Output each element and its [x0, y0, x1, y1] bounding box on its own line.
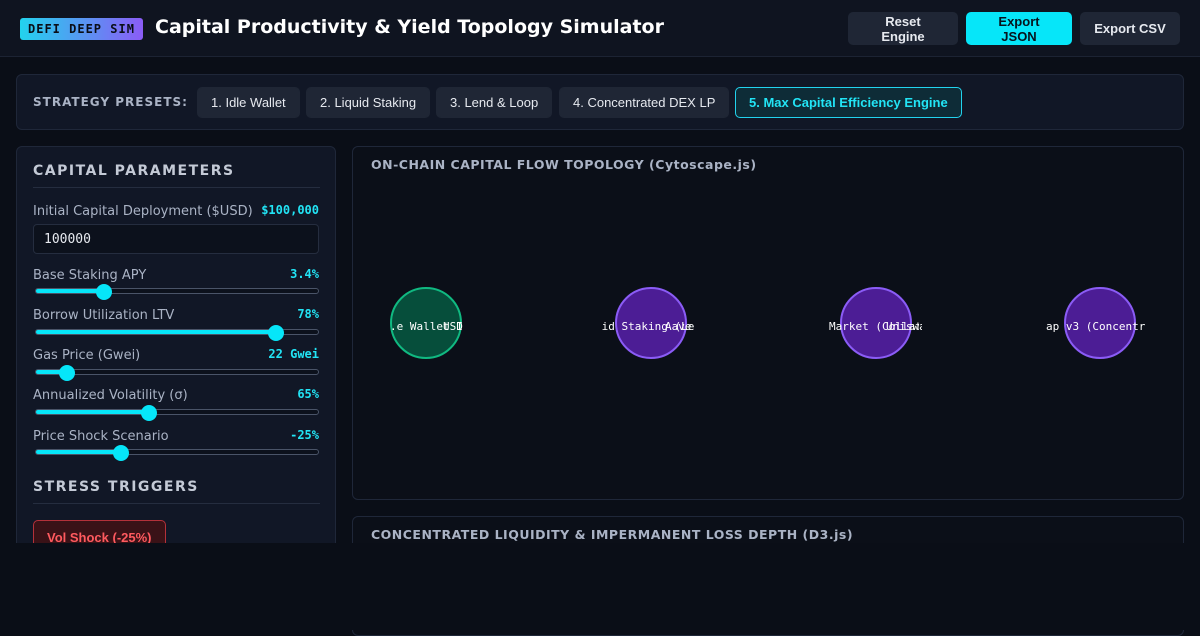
node-label-overlap: Aave [665, 320, 709, 334]
price-shock-slider[interactable] [35, 445, 319, 461]
slider-thumb[interactable] [59, 365, 76, 381]
node-label-text: .e Wallet Idl [390, 320, 462, 333]
price-shock-value: -25% [290, 428, 319, 442]
viewport-cutoff [0, 543, 1200, 630]
price-shock-label: Price Shock Scenario [33, 429, 169, 444]
borrow-ltv-value: 78% [297, 307, 319, 321]
staking-apy-label: Base Staking APY [33, 268, 147, 283]
export-json-button[interactable]: Export JSON [966, 12, 1072, 45]
preset-lend-loop[interactable]: 3. Lend & Loop [436, 87, 553, 118]
topology-node-staking[interactable] [615, 287, 687, 359]
gas-price-label: Gas Price (Gwei) [33, 348, 141, 363]
brand-badge: DEFI DEEP SIM [20, 18, 143, 40]
export-csv-button[interactable]: Export CSV [1080, 12, 1180, 45]
staking-apy-slider[interactable] [35, 284, 319, 300]
preset-idle-wallet[interactable]: 1. Idle Wallet [197, 87, 300, 118]
preset-max-capital-efficiency[interactable]: 5. Max Capital Efficiency Engine [735, 87, 962, 118]
slider-thumb[interactable] [112, 445, 129, 461]
volatility-label: Annualized Volatility (σ) [33, 388, 188, 403]
node-label-text: ap v3 (Concentr [1046, 320, 1146, 333]
gas-price-slider[interactable] [35, 365, 319, 381]
stress-triggers-title: STRESS TRIGGERS [33, 479, 199, 495]
slider-thumb[interactable] [95, 284, 112, 300]
capital-parameters-title: CAPITAL PARAMETERS [33, 163, 235, 179]
preset-liquid-staking[interactable]: 2. Liquid Staking [306, 87, 431, 118]
topology-node-uniswap[interactable] [1064, 287, 1136, 359]
section-divider [33, 503, 320, 504]
node-label-staking: id Staking (Le [593, 320, 703, 334]
app-header: DEFI DEEP SIM Capital Productivity & Yie… [0, 0, 1200, 57]
capital-input[interactable] [33, 224, 319, 254]
borrow-ltv-label: Borrow Utilization LTV [33, 308, 175, 323]
topology-title: ON-CHAIN CAPITAL FLOW TOPOLOGY (Cytoscap… [371, 157, 757, 172]
slider-fill [36, 370, 68, 374]
capital-flow-topology-panel: ON-CHAIN CAPITAL FLOW TOPOLOGY (Cytoscap… [352, 146, 1184, 500]
topology-node-market[interactable] [840, 287, 912, 359]
capital-value: $100,000 [261, 203, 319, 217]
strategy-presets-bar: STRATEGY PRESETS: 1. Idle Wallet 2. Liqu… [16, 74, 1184, 130]
node-label-uniswap: ap v3 (Concentr [1046, 320, 1154, 334]
gas-price-value: 22 Gwei [268, 347, 319, 361]
slider-fill [36, 330, 276, 334]
node-label-wallet: .e Wallet Idl [390, 320, 462, 334]
volatility-slider[interactable] [35, 405, 319, 421]
app-title: Capital Productivity & Yield Topology Si… [155, 16, 664, 38]
topology-node-wallet[interactable] [390, 287, 462, 359]
slider-fill [36, 450, 121, 454]
reset-engine-button[interactable]: Reset Engine [848, 12, 958, 45]
node-label-text: Market (Collat [829, 320, 919, 333]
slider-fill [36, 289, 104, 293]
borrow-ltv-slider[interactable] [35, 325, 319, 341]
liquidity-title: CONCENTRATED LIQUIDITY & IMPERMANENT LOS… [371, 527, 854, 542]
section-divider [33, 187, 320, 188]
node-label-overlap: USD [443, 320, 483, 334]
slider-thumb[interactable] [140, 405, 157, 421]
capital-parameters-panel: CAPITAL PARAMETERS Initial Capital Deplo… [16, 146, 336, 566]
node-label-text: USD [443, 320, 463, 333]
node-label-market: Market (Collat [829, 320, 919, 334]
presets-label: STRATEGY PRESETS: [33, 95, 188, 109]
capital-label: Initial Capital Deployment ($USD) [33, 204, 253, 219]
node-label-text: Aave [665, 320, 692, 333]
slider-thumb[interactable] [267, 325, 284, 341]
slider-fill [36, 410, 149, 414]
preset-concentrated-dex-lp[interactable]: 4. Concentrated DEX LP [559, 87, 730, 118]
staking-apy-value: 3.4% [290, 267, 319, 281]
volatility-value: 65% [297, 387, 319, 401]
node-label-text: id Staking (Le [601, 320, 695, 333]
